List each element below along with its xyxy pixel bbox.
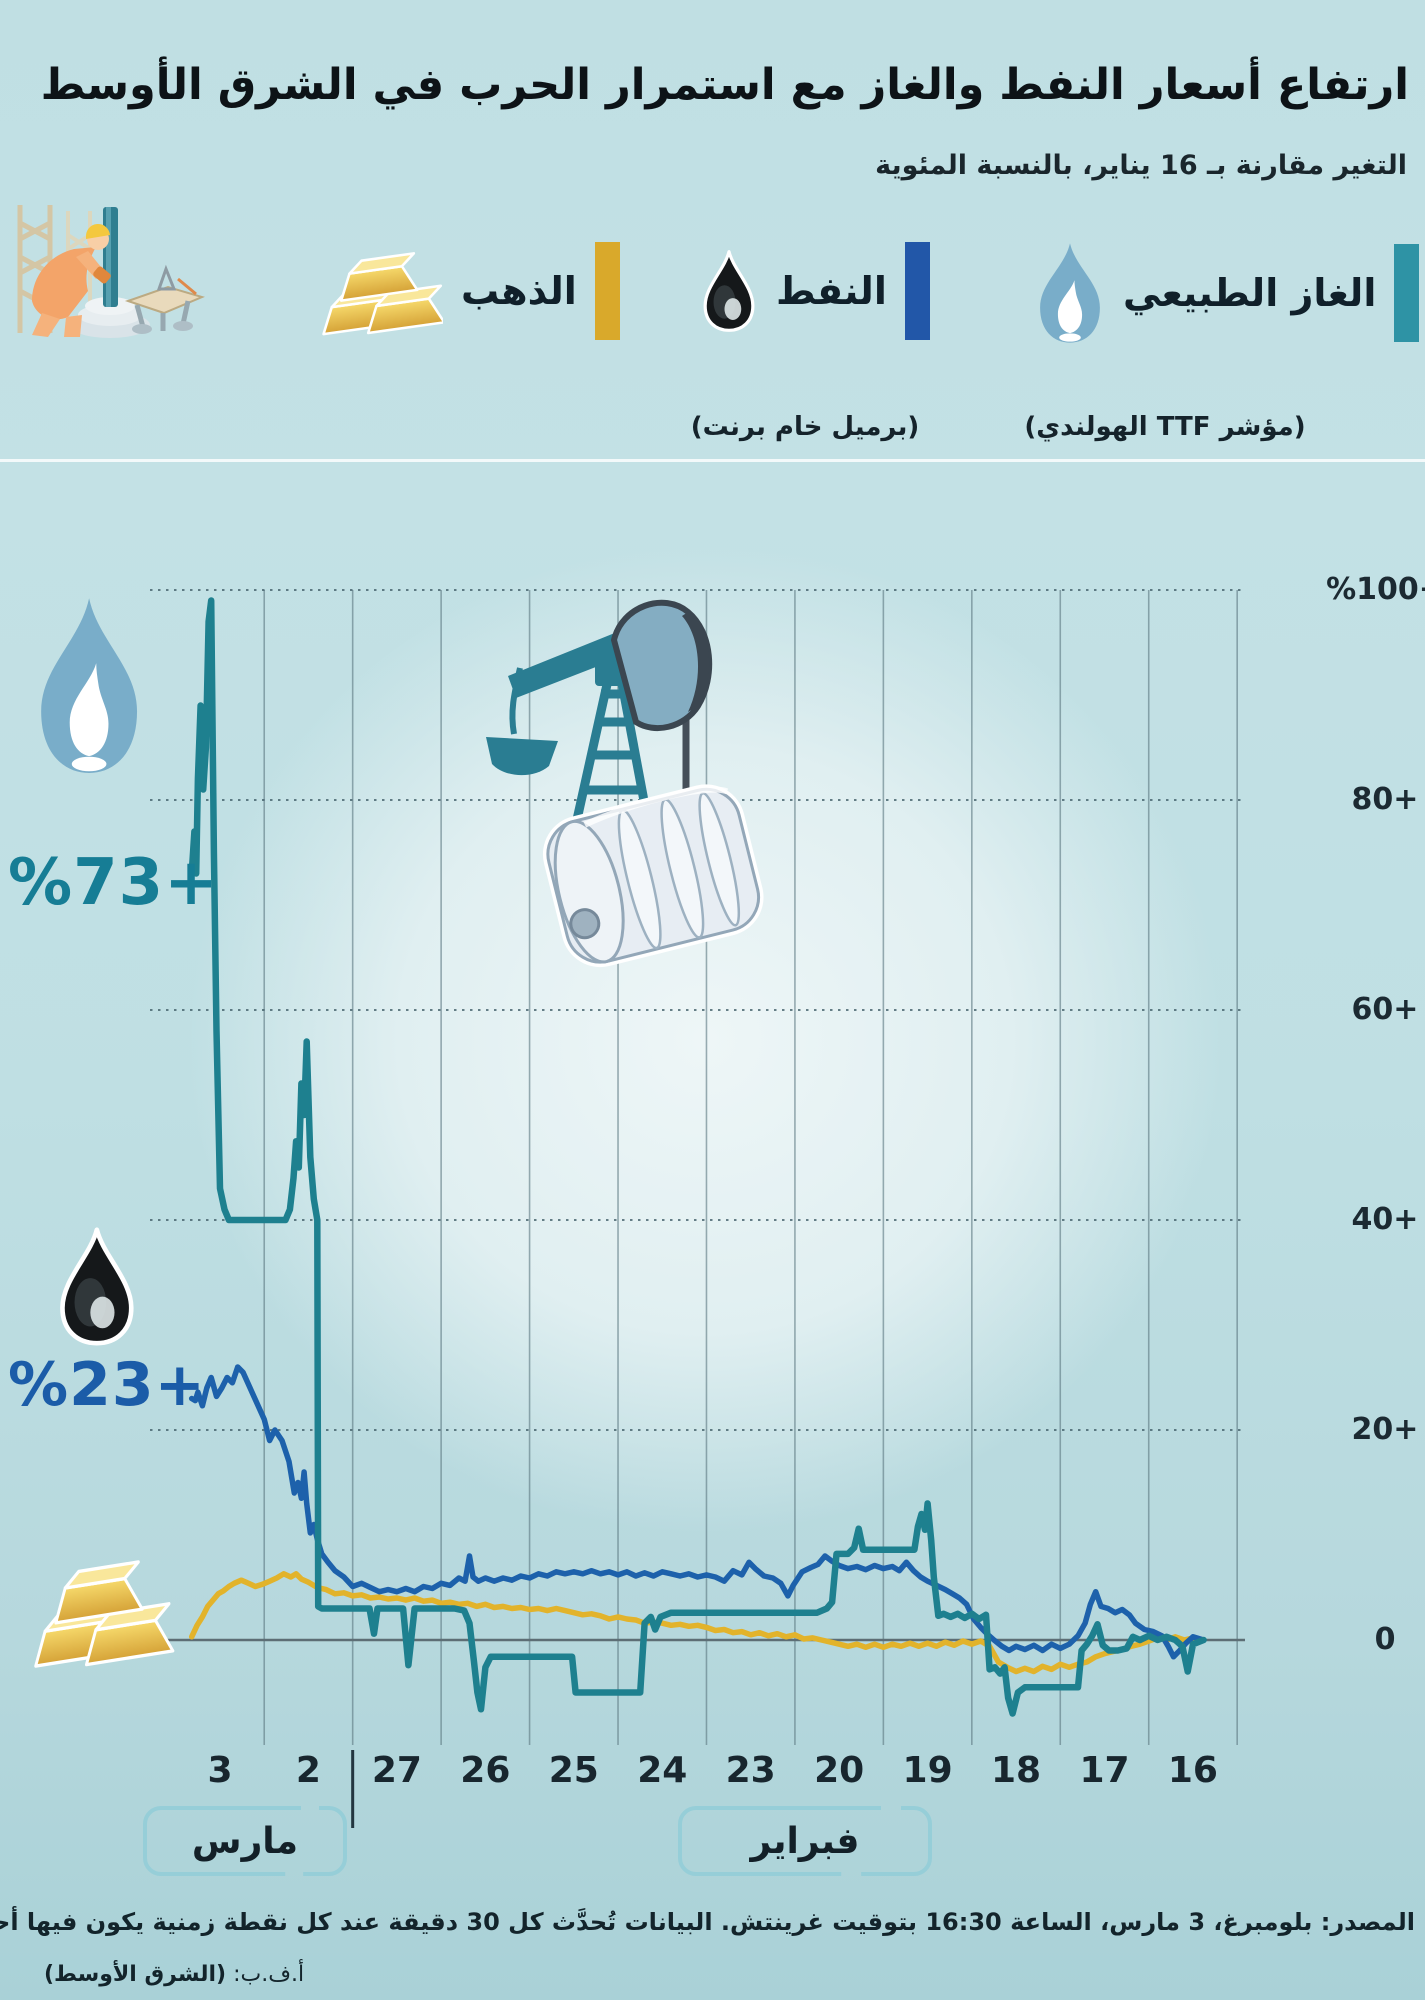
- x-tick-label: 17: [1079, 1750, 1130, 1791]
- gold-bars-icon: [23, 1556, 177, 1675]
- page-title: ارتفاع أسعار النفط والغاز مع استمرار الح…: [40, 60, 1410, 110]
- legend-swatch-oil: [904, 242, 930, 340]
- legend-label-gold: الذهب: [461, 269, 577, 313]
- chart-gridlines: [150, 589, 1245, 1828]
- x-tick-label: 24: [637, 1750, 688, 1791]
- month-badge-february: فبراير: [750, 1820, 860, 1862]
- month-badge-march: مارس: [191, 1820, 299, 1862]
- y-tick-label: 20+: [1351, 1412, 1419, 1447]
- header-divider: [0, 459, 1425, 462]
- y-tick-label: 40+: [1351, 1202, 1419, 1237]
- oil-change-label: %23+: [8, 1350, 206, 1420]
- chart-series-lines: [188, 597, 1207, 1717]
- legend-label-oil: النفط: [776, 269, 887, 313]
- y-tick-label: 60+: [1351, 992, 1419, 1027]
- legend-label-gas: الغاز الطبيعي: [1123, 271, 1377, 315]
- legend-item-gas: الغاز الطبيعي: [1035, 242, 1420, 344]
- y-tick-label: 0: [1374, 1622, 1396, 1657]
- oil-drop-icon: [703, 250, 755, 332]
- credit-agency: أ.ف.ب:: [226, 1962, 305, 1987]
- x-tick-label: 19: [902, 1750, 953, 1791]
- chart-subtitle: التغير مقارنة بـ 16 يناير، بالنسبة المئو…: [875, 150, 1407, 181]
- march-badge-frame: [143, 1806, 347, 1876]
- gold-bars-icon: [315, 248, 443, 338]
- oil-barrel-illustration: [542, 784, 764, 968]
- x-tick-label: 18: [990, 1750, 1042, 1791]
- legend-item-gold: الذهب: [315, 242, 620, 340]
- series-line-الذهب: [188, 1571, 1207, 1675]
- x-tick-label: 16: [1167, 1750, 1218, 1791]
- legend-sub-oil: (برميل خام برنت): [690, 412, 920, 442]
- legend-swatch-gold: [594, 242, 620, 340]
- legend-swatch-gas: [1394, 244, 1420, 342]
- gas-flame-icon: [1040, 243, 1100, 343]
- x-tick-label: 27: [371, 1750, 422, 1791]
- x-tick-label: 20: [814, 1750, 865, 1791]
- oil-worker-illustration: [17, 205, 205, 338]
- series-line-الغاز الطبيعي: [188, 597, 1207, 1717]
- x-tick-label: 26: [460, 1750, 511, 1791]
- february-badge-frame: [678, 1806, 932, 1876]
- credit-note: أ.ف.ب: (الشرق الأوسط): [44, 1962, 304, 1987]
- legend-item-oil: النفط: [700, 242, 930, 340]
- decorative-illustrations: [17, 205, 932, 1876]
- source-note: المصدر: بلومبرغ، 3 مارس، الساعة 16:30 بت…: [0, 1908, 1415, 1936]
- x-tick-label: 3: [207, 1750, 233, 1791]
- offshore-platform-illustration: [124, 264, 205, 334]
- x-tick-label: 25: [548, 1750, 599, 1791]
- x-tick-label: 23: [725, 1750, 776, 1791]
- legend-sub-gas: (مؤشر TTF الهولندي): [1024, 412, 1306, 442]
- series-line-النفط: [188, 1364, 1207, 1660]
- gas-change-label: %73+: [8, 846, 219, 920]
- credit-publication: (الشرق الأوسط): [44, 1962, 227, 1987]
- oil-drop-icon: [62, 1230, 131, 1343]
- y-tick-label: %100+: [1326, 572, 1425, 607]
- x-tick-label: 2: [295, 1750, 321, 1791]
- y-tick-label: 80+: [1351, 782, 1419, 817]
- gas-flame-icon: [41, 598, 138, 773]
